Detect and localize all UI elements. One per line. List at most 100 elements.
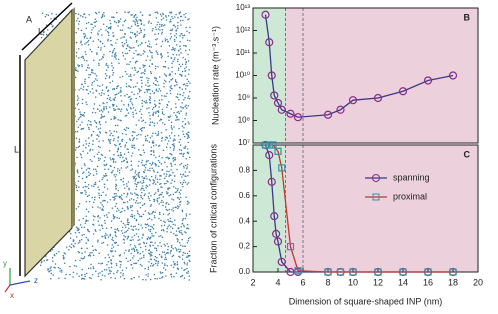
- marker: [286, 243, 295, 251]
- particle: [173, 275, 175, 278]
- particle: [105, 164, 108, 166]
- particle: [178, 63, 181, 66]
- particle: [142, 234, 144, 236]
- particle: [143, 35, 145, 38]
- particle: [92, 174, 95, 177]
- particle: [149, 51, 152, 53]
- particle: [149, 228, 152, 231]
- particle: [161, 236, 164, 238]
- particle: [187, 141, 189, 144]
- particle: [169, 11, 171, 14]
- dimension-line: [21, 2, 73, 51]
- particle: [175, 114, 177, 116]
- particle: [114, 277, 117, 280]
- particle: [69, 245, 71, 248]
- particle: [53, 253, 56, 256]
- particle: [96, 165, 99, 168]
- marker: [324, 268, 332, 276]
- particle: [153, 111, 155, 114]
- particle: [183, 126, 185, 129]
- particle: [92, 215, 95, 217]
- particle: [108, 98, 111, 101]
- particle: [160, 18, 163, 21]
- particle: [130, 206, 132, 208]
- particle: [166, 227, 169, 230]
- particle: [161, 169, 163, 171]
- particle: [165, 19, 168, 21]
- particle: [165, 202, 167, 205]
- particle: [174, 57, 176, 59]
- particle: [147, 79, 149, 82]
- particle: [118, 108, 121, 110]
- particle: [173, 126, 175, 128]
- particle: [106, 216, 109, 218]
- particle: [122, 274, 124, 277]
- particle: [130, 252, 132, 255]
- particle: [125, 83, 128, 85]
- particle: [151, 90, 154, 92]
- particle: [171, 128, 174, 130]
- particle: [75, 55, 78, 57]
- particle: [89, 158, 92, 161]
- particle: [76, 20, 78, 22]
- particle: [167, 213, 169, 216]
- particle: [186, 200, 189, 203]
- particle: [185, 256, 188, 258]
- particle: [170, 56, 173, 59]
- particle: [114, 53, 116, 55]
- particle: [163, 177, 166, 180]
- particle: [115, 52, 117, 54]
- particle: [144, 69, 146, 71]
- particle: [61, 269, 63, 271]
- axis-label: x: [10, 291, 14, 300]
- particle: [156, 264, 159, 266]
- particle: [175, 206, 177, 209]
- particle: [51, 249, 54, 251]
- particle: [147, 22, 150, 24]
- particle: [99, 229, 101, 231]
- particle: [180, 152, 183, 155]
- particle: [81, 177, 84, 180]
- particle: [131, 130, 134, 133]
- particle: [186, 82, 188, 85]
- particle: [133, 33, 136, 36]
- particle: [153, 193, 156, 196]
- particle: [98, 110, 101, 112]
- particle: [99, 146, 101, 149]
- particle: [175, 44, 178, 46]
- particle: [178, 86, 181, 89]
- particle: [164, 139, 167, 141]
- particle: [166, 209, 169, 212]
- particle: [164, 263, 166, 265]
- particle: [132, 229, 135, 231]
- particle: [137, 133, 140, 136]
- panel-label: C: [464, 149, 471, 159]
- particle: [94, 181, 97, 184]
- particle: [137, 223, 140, 226]
- particle: [143, 171, 146, 174]
- particle: [169, 92, 172, 95]
- particle: [156, 52, 158, 54]
- particle: [78, 57, 80, 59]
- particle: [84, 189, 86, 192]
- marker: [336, 105, 345, 114]
- particle: [63, 252, 65, 254]
- particle: [113, 20, 116, 23]
- particle: [131, 248, 133, 250]
- particle: [100, 153, 103, 156]
- particle: [82, 32, 85, 35]
- particle: [79, 241, 81, 243]
- particle: [151, 265, 154, 267]
- particle: [127, 44, 129, 46]
- particle: [121, 51, 124, 54]
- particle: [163, 123, 166, 126]
- particle: [161, 199, 163, 202]
- particle: [180, 65, 182, 68]
- particle: [154, 105, 157, 108]
- particle: [99, 132, 102, 134]
- particle: [160, 219, 162, 222]
- particle: [174, 262, 176, 265]
- particle: [95, 126, 98, 128]
- particle: [114, 56, 116, 58]
- particle: [89, 37, 91, 40]
